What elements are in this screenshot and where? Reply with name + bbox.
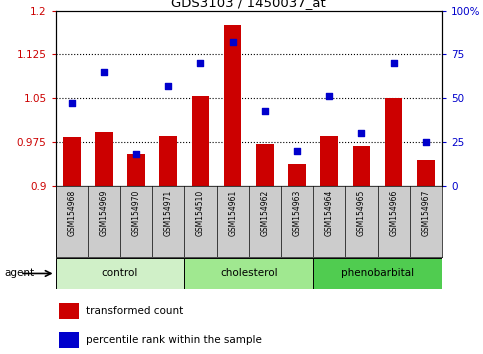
Point [357, 131, 365, 136]
Bar [59, 303, 79, 319]
Text: percentile rank within the sample: percentile rank within the sample [86, 335, 262, 345]
Text: GSM154968: GSM154968 [67, 189, 76, 236]
Point [390, 60, 398, 66]
Bar [185, 258, 313, 289]
Text: GSM154963: GSM154963 [293, 189, 301, 236]
Bar [288, 164, 306, 186]
Bar [385, 98, 402, 186]
Point [164, 83, 172, 89]
Point [422, 139, 430, 145]
Text: GSM154961: GSM154961 [228, 189, 237, 236]
Bar [313, 258, 442, 289]
Title: GDS3103 / 1450037_at: GDS3103 / 1450037_at [171, 0, 326, 10]
Point [100, 69, 108, 75]
Text: GSM154967: GSM154967 [421, 189, 430, 236]
Bar [353, 146, 370, 186]
Bar [417, 160, 435, 186]
Text: GSM154971: GSM154971 [164, 189, 173, 236]
Text: transformed count: transformed count [86, 306, 184, 316]
Point [293, 148, 301, 154]
Text: GSM154965: GSM154965 [357, 189, 366, 236]
Bar [159, 136, 177, 186]
Point [261, 108, 269, 113]
Bar [127, 154, 145, 186]
Bar [256, 144, 274, 186]
Text: control: control [102, 268, 138, 279]
Bar [59, 332, 79, 348]
Bar [95, 132, 113, 186]
Text: GSM154969: GSM154969 [99, 189, 108, 236]
Text: GSM154510: GSM154510 [196, 189, 205, 236]
Text: GSM154962: GSM154962 [260, 189, 270, 236]
Point [68, 101, 75, 106]
Text: GSM154970: GSM154970 [131, 189, 141, 236]
Text: GSM154964: GSM154964 [325, 189, 334, 236]
Point [326, 94, 333, 99]
Bar [224, 25, 242, 186]
Bar [63, 137, 81, 186]
Bar [192, 97, 209, 186]
Text: phenobarbital: phenobarbital [341, 268, 414, 279]
Text: agent: agent [5, 268, 35, 279]
Bar [320, 136, 338, 186]
Point [197, 60, 204, 66]
Text: GSM154966: GSM154966 [389, 189, 398, 236]
Point [132, 152, 140, 157]
Point [229, 39, 237, 45]
Text: cholesterol: cholesterol [220, 268, 278, 279]
Bar [56, 258, 185, 289]
